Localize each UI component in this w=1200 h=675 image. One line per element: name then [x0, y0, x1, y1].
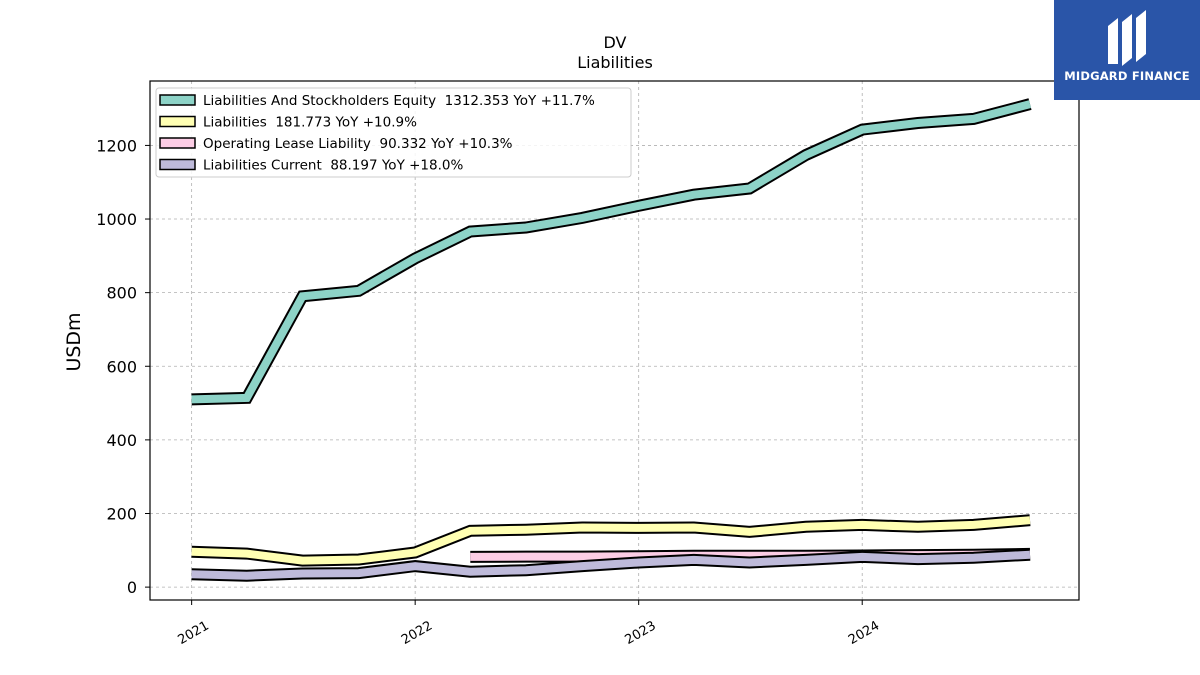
series-liabilities-current — [191, 548, 1031, 582]
series-line — [191, 550, 1031, 580]
legend-swatch — [159, 94, 196, 106]
x-tick-label: 2024 — [846, 618, 882, 648]
brand-logo: MIDGARD FINANCE — [1054, 0, 1200, 100]
chart-title: DV — [604, 33, 627, 52]
legend: Liabilities And Stockholders Equity 1312… — [155, 87, 632, 178]
brand-name: MIDGARD FINANCE — [1064, 69, 1190, 83]
y-tick-label: 600 — [106, 357, 137, 376]
legend-swatch — [159, 137, 196, 149]
chart-subtitle: Liabilities — [577, 53, 653, 72]
legend-entry: Operating Lease Liability 90.332 YoY +10… — [203, 136, 513, 152]
series-line — [191, 516, 1031, 565]
series-layer — [191, 98, 1032, 582]
legend-entry: Liabilities 181.773 YoY +10.9% — [203, 115, 417, 131]
x-tick-label: 2021 — [175, 618, 211, 648]
y-axis-label: USDm — [63, 312, 85, 371]
series-line — [191, 100, 1032, 404]
y-tick-label: 0 — [127, 578, 137, 597]
axes: 0 200 400 600 800 1000 1200 2021 2022 2023 2024 — [96, 136, 882, 648]
x-tick-label: 2022 — [399, 618, 435, 648]
legend-swatch — [159, 158, 196, 171]
midgard-logo-icon — [1108, 10, 1146, 66]
y-tick-label: 800 — [106, 284, 137, 303]
y-tick-label: 200 — [106, 505, 137, 524]
y-tick-label: 1200 — [96, 136, 137, 155]
series-liabilities-and-stockholders-equity — [191, 98, 1032, 406]
y-tick-label: 1000 — [96, 210, 137, 229]
legend-entry: Liabilities And Stockholders Equity 1312… — [203, 93, 595, 109]
y-tick-label: 400 — [106, 431, 137, 450]
x-tick-label: 2023 — [623, 618, 659, 648]
plot-frame — [149, 80, 1080, 601]
legend-entry: Liabilities Current 88.197 YoY +18.0% — [203, 158, 463, 174]
legend-swatch — [159, 115, 196, 128]
legend-box — [155, 87, 632, 178]
series-liabilities — [191, 514, 1031, 567]
